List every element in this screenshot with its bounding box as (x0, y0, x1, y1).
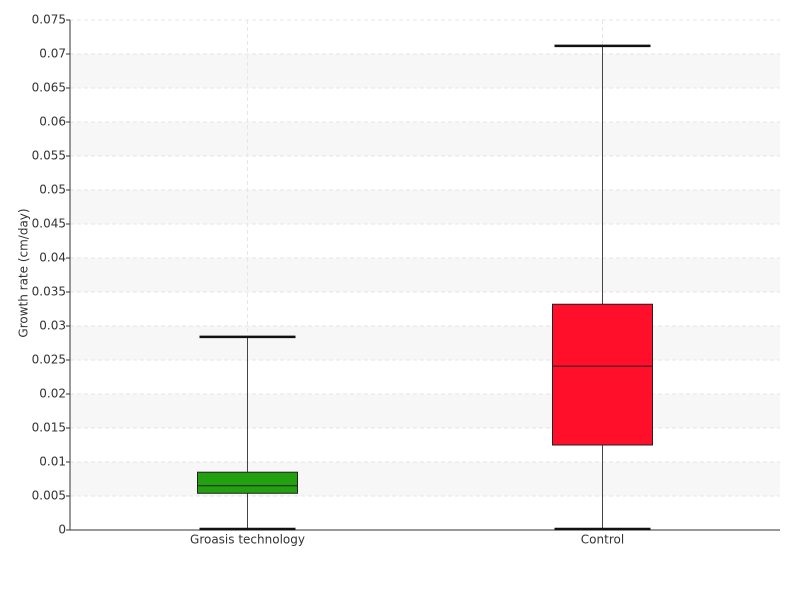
grid-band (70, 394, 780, 428)
grid-band (70, 54, 780, 88)
y-tick-label: 0.075 (32, 13, 66, 27)
grid-band (70, 190, 780, 224)
y-tick-label: 0.05 (39, 183, 66, 197)
y-tick-label: 0.005 (32, 489, 66, 503)
grid-band (70, 258, 780, 292)
grid-band (70, 462, 780, 496)
y-tick-label: 0.07 (39, 47, 66, 61)
y-tick-label: 0.065 (32, 81, 66, 95)
y-tick-label: 0.06 (39, 115, 66, 129)
y-tick-label: 0.02 (39, 387, 66, 401)
y-tick-label: 0.025 (32, 353, 66, 367)
y-tick-label: 0.015 (32, 421, 66, 435)
y-tick-label: 0.03 (39, 319, 66, 333)
grid-band (70, 122, 780, 156)
x-tick-label: Groasis technology (190, 533, 305, 547)
y-tick-label: 0 (58, 523, 66, 537)
box (552, 303, 653, 446)
y-tick-label: 0.01 (39, 455, 66, 469)
y-tick-label: 0.04 (39, 251, 66, 265)
grid-band (70, 326, 780, 360)
y-tick-label: 0.045 (32, 217, 66, 231)
y-axis-label: Growth rate (cm/day) (17, 208, 31, 337)
y-tick-label: 0.035 (32, 285, 66, 299)
x-tick-label: Control (581, 533, 624, 547)
box (197, 471, 298, 494)
y-tick-label: 0.055 (32, 149, 66, 163)
